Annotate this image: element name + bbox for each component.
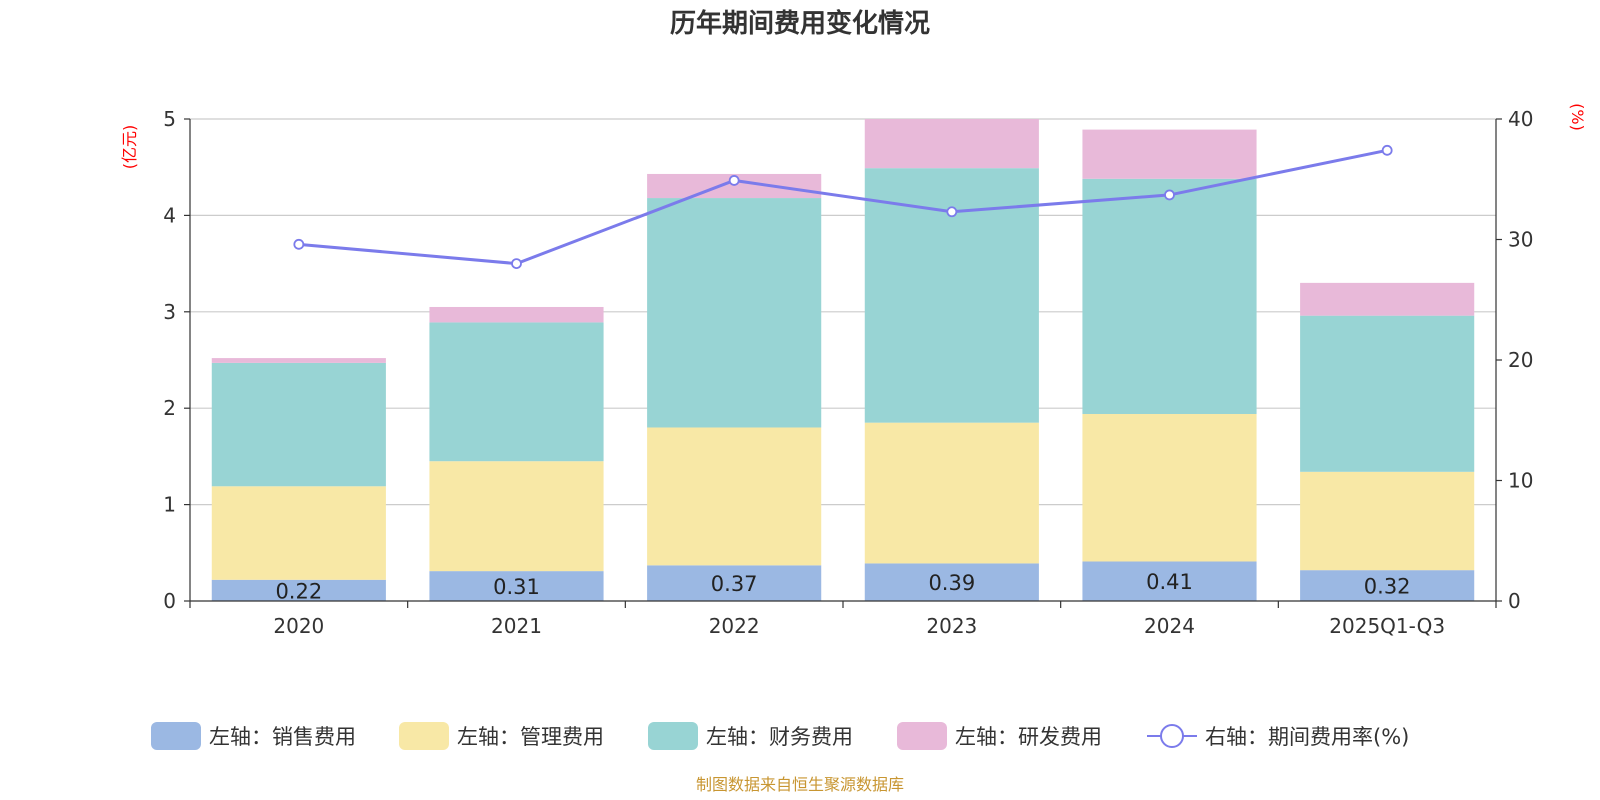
bar-segment-3	[211, 358, 386, 363]
legend-label: 左轴：管理费用	[457, 725, 604, 749]
bar-series	[211, 119, 1475, 601]
bar-segment-1	[211, 486, 386, 580]
x-axis-category-label: 2020	[273, 614, 324, 638]
rate-line-point	[728, 175, 740, 186]
bar-segment-2	[429, 322, 604, 462]
legend: 左轴：销售费用 左轴：管理费用 左轴：财务费用 左轴：研发费用 右轴：期间费用率(%)	[151, 722, 1409, 750]
bar-segment-0	[647, 565, 822, 601]
bar-segment-1	[1082, 413, 1257, 562]
bar-segment-1	[429, 461, 604, 572]
rate-line-point	[1164, 189, 1175, 201]
legend-label: 左轴：研发费用	[955, 725, 1102, 749]
bar-data-label: 0.41	[1146, 570, 1193, 594]
x-axis-category-label: 2025Q1-Q3	[1329, 614, 1445, 638]
bar-data-label: 0.32	[1364, 575, 1411, 599]
bar-segment-0	[1300, 570, 1475, 601]
grid-lines	[190, 118, 1496, 506]
bar-segment-3	[864, 119, 1039, 169]
legend-label: 右轴：期间费用率(%)	[1205, 725, 1409, 749]
bar-segment-2	[211, 362, 386, 487]
legend-swatch-1	[399, 722, 449, 750]
bar-segment-1	[647, 427, 822, 566]
bar-data-label: 0.22	[275, 579, 322, 603]
left-axis-tick-label: 1	[163, 493, 176, 517]
line-series	[293, 144, 1393, 270]
legend-label: 左轴：销售费用	[209, 725, 356, 749]
right-axis-tick-label: 20	[1508, 348, 1533, 372]
bar-segment-0	[1082, 561, 1257, 601]
bar-data-label: 0.37	[711, 572, 758, 596]
right-axis-unit: (%)	[1568, 103, 1587, 131]
legend-swatch-3	[897, 722, 947, 750]
right-axis-tick-label: 30	[1508, 228, 1533, 252]
right-axis-tick-label: 0	[1508, 589, 1521, 613]
bar-segment-2	[1082, 178, 1257, 414]
bar-segment-2	[1300, 315, 1475, 472]
left-axis-tick-label: 3	[163, 300, 176, 324]
x-axis-category-label: 2022	[709, 614, 760, 638]
bar-segment-2	[647, 198, 822, 428]
x-axis-category-label: 2024	[1144, 614, 1195, 638]
rate-line	[298, 148, 1388, 266]
rate-line-point	[946, 206, 958, 218]
rate-line-point	[511, 258, 522, 270]
bar-segment-0	[429, 571, 604, 601]
axes: 0 1 2 3 4 5 0 10 20 30 40 2020 2021 2022 2023 2024 2025Q…	[163, 107, 1533, 638]
left-axis-tick-label: 4	[163, 203, 176, 227]
bar-segment-1	[1300, 471, 1475, 571]
right-axis-tick-label: 10	[1508, 469, 1533, 493]
bar-segment-1	[864, 422, 1039, 564]
x-axis-category-label: 2021	[491, 614, 542, 638]
chart-title: 历年期间费用变化情况	[670, 8, 930, 39]
bar-segment-3	[1300, 282, 1475, 316]
bar-data-label: 0.39	[928, 571, 975, 595]
x-axis-category-label: 2023	[926, 614, 977, 638]
bar-data-label: 0.31	[493, 575, 540, 599]
data-labels: 0.22 0.31 0.37 0.39 0.41 0.32	[275, 570, 1410, 603]
rate-line-point	[1381, 144, 1393, 156]
bar-segment-3	[1082, 129, 1257, 179]
legend-swatch-2	[648, 722, 698, 750]
source-note: 制图数据来自恒生聚源数据库	[696, 775, 904, 794]
legend-label: 左轴：财务费用	[706, 725, 853, 749]
bar-segment-0	[864, 563, 1039, 601]
right-axis-tick-label: 40	[1508, 107, 1533, 131]
bar-segment-0	[211, 579, 386, 601]
legend-swatch-marker	[1160, 724, 1184, 748]
legend-swatch-0	[151, 722, 201, 750]
left-axis-tick-label: 2	[163, 396, 176, 420]
left-axis-tick-label: 5	[163, 107, 176, 131]
rate-line-point	[293, 238, 305, 250]
left-axis-tick-label: 0	[163, 589, 176, 613]
left-axis-unit: (亿元)	[120, 125, 139, 170]
bar-segment-3	[429, 306, 604, 323]
